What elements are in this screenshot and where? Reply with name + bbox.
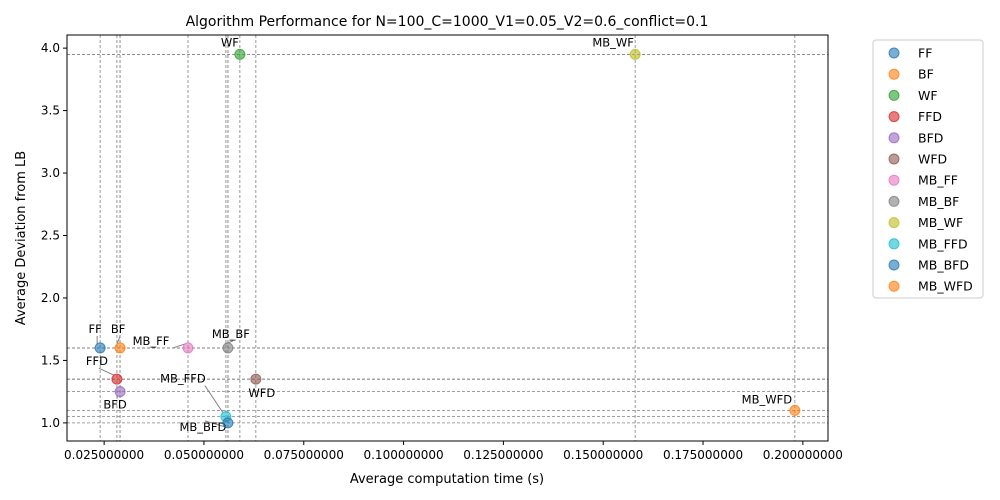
point-mb-wfd	[789, 404, 801, 416]
x-axis-ticks: 0.025000000 0.050000000 0.075000000 0.10000…	[64, 441, 843, 462]
point-label: MB_FFD	[160, 372, 206, 386]
point-label: BF	[111, 322, 126, 336]
y-tick-label: 3.0	[41, 166, 60, 180]
point-mb-bfd	[222, 417, 234, 429]
legend-label: MB_WF	[918, 215, 963, 230]
x-tick-label: 0.025000000	[64, 448, 144, 462]
y-axis-ticks: 1.0 1.5 2.0 2.5 3.0 3.5 4.0	[41, 41, 67, 430]
point-label: MB_WF	[592, 35, 634, 49]
y-tick-label: 3.5	[41, 104, 60, 118]
point-label: WFD	[248, 386, 275, 400]
legend-marker	[888, 111, 900, 123]
annotation-arrow	[116, 335, 121, 345]
point-mb-wf	[629, 48, 641, 60]
annotation-arrow	[98, 367, 115, 376]
legend-marker	[888, 280, 900, 292]
point-label: FFD	[86, 354, 108, 368]
legend-box	[872, 39, 984, 299]
point-ffd	[111, 373, 123, 385]
point-label: MB_BFD	[179, 420, 226, 434]
legend-label: MB_FF	[918, 173, 958, 188]
legend-label: WFD	[918, 152, 947, 167]
legend-label: BFD	[918, 130, 943, 145]
point-annotations: FF BF WF FFD BFD WFD MB_FF MB_BF MB_WF MB_FFD MB_B…	[86, 35, 792, 434]
legend-marker	[888, 217, 900, 229]
x-tick-label: 0.100000000	[363, 448, 443, 462]
legend-marker	[888, 174, 900, 186]
annotation-arrow	[204, 385, 224, 413]
point-wfd	[250, 373, 262, 385]
x-tick-label: 0.075000000	[264, 448, 344, 462]
legend-label: MB_BF	[918, 194, 959, 209]
legend-marker	[888, 47, 900, 59]
legend-label: BF	[918, 67, 934, 82]
legend-label: FFD	[918, 109, 942, 124]
y-tick-label: 2.0	[41, 291, 60, 305]
legend-label: MB_BFD	[918, 258, 969, 273]
reference-lines	[67, 35, 828, 441]
point-label: MB_BF	[212, 327, 250, 341]
legend-label: FF	[918, 46, 932, 61]
x-tick-label: 0.125000000	[463, 448, 543, 462]
legend-marker	[888, 153, 900, 165]
point-mb-ff	[182, 342, 194, 354]
y-axis-label: Average Deviation from LB	[14, 151, 29, 325]
legend-marker	[888, 238, 900, 250]
legend-marker	[888, 68, 900, 80]
point-label: WF	[221, 35, 239, 49]
x-tick-label: 0.050000000	[164, 448, 244, 462]
legend-marker	[888, 195, 900, 207]
x-tick-label: 0.150000000	[563, 448, 643, 462]
plot-frame	[66, 34, 829, 442]
data-points	[94, 48, 801, 429]
legend-label: MB_FFD	[918, 236, 968, 251]
annotation-arrow	[172, 343, 186, 349]
x-axis-label: Average computation time (s)	[350, 472, 544, 487]
x-tick-label: 0.175000000	[663, 448, 743, 462]
point-ff	[94, 342, 106, 354]
y-tick-label: 4.0	[41, 41, 60, 55]
chart-title: Algorithm Performance for N=100_C=1000_V…	[186, 14, 709, 30]
point-label: MB_FF	[133, 334, 170, 348]
point-label: MB_WFD	[742, 392, 793, 406]
y-tick-label: 2.5	[41, 229, 60, 243]
point-bfd	[114, 386, 126, 398]
legend-label: WF	[918, 88, 938, 103]
y-tick-label: 1.5	[41, 353, 60, 367]
x-tick-label: 0.200000000	[763, 448, 843, 462]
point-label: BFD	[103, 398, 127, 412]
point-bf	[114, 342, 126, 354]
point-wf	[234, 48, 246, 60]
legend: FF BF WF FFD BFD WFD MB_FF MB_BF MB_WF MB_FFD MB_B…	[872, 39, 984, 299]
legend-marker	[888, 259, 900, 271]
point-label: FF	[89, 322, 102, 336]
legend-marker	[888, 89, 900, 101]
annotation-arrow	[204, 420, 226, 428]
legend-marker	[888, 132, 900, 144]
y-tick-label: 1.0	[41, 416, 60, 430]
legend-label: MB_WFD	[918, 279, 973, 294]
point-mb-bf	[222, 342, 234, 354]
